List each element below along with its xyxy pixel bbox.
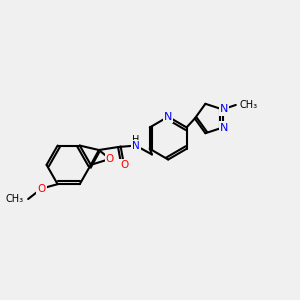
Text: O: O (120, 160, 129, 170)
Text: N: N (132, 141, 140, 151)
Text: CH₃: CH₃ (239, 100, 257, 110)
Text: N: N (220, 104, 228, 114)
Text: O: O (37, 184, 46, 194)
Text: CH₃: CH₃ (6, 194, 24, 204)
Text: N: N (164, 112, 172, 122)
Text: N: N (220, 123, 228, 133)
Text: O: O (106, 154, 114, 164)
Text: H: H (132, 135, 140, 145)
